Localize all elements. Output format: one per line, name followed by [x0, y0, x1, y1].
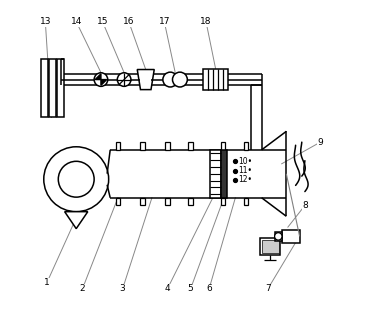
Text: 13: 13 [40, 17, 51, 26]
Text: 17: 17 [158, 17, 170, 26]
Text: 6: 6 [206, 284, 212, 294]
Bar [165, 198, 170, 205]
Bar [260, 238, 280, 255]
Polygon shape [101, 79, 107, 85]
Polygon shape [95, 74, 101, 79]
Text: 3: 3 [120, 284, 125, 294]
Text: 1: 1 [44, 278, 50, 287]
Bar [244, 198, 248, 205]
Circle shape [274, 233, 282, 240]
Text: 18: 18 [200, 17, 212, 26]
Bar [41, 59, 48, 117]
Bar [203, 69, 228, 90]
Text: 15: 15 [97, 17, 108, 26]
Bar [165, 142, 170, 150]
Bar [282, 230, 300, 243]
Text: 11•: 11• [238, 166, 252, 175]
Text: 16: 16 [123, 17, 135, 26]
Text: 7: 7 [265, 284, 271, 294]
Text: 9: 9 [318, 138, 323, 147]
Bar [50, 59, 56, 117]
Text: 8: 8 [302, 201, 308, 210]
Bar [221, 142, 225, 150]
Bar [244, 142, 248, 150]
Bar [220, 150, 227, 198]
Bar [140, 198, 145, 205]
Text: 4: 4 [164, 284, 170, 294]
Bar [57, 59, 64, 117]
Text: 12•: 12• [238, 175, 252, 184]
Text: 5: 5 [187, 284, 194, 294]
Bar [116, 198, 120, 205]
Bar [221, 198, 225, 205]
Circle shape [44, 147, 108, 212]
Bar [116, 142, 120, 150]
Bar [262, 240, 279, 253]
Text: 2: 2 [80, 284, 85, 294]
Bar [140, 142, 145, 150]
Text: 14: 14 [71, 17, 82, 26]
Circle shape [58, 161, 94, 197]
Circle shape [94, 73, 108, 86]
Circle shape [172, 72, 187, 87]
Circle shape [117, 73, 131, 86]
Bar [210, 150, 220, 198]
Bar [188, 142, 193, 150]
Text: 10•: 10• [238, 157, 252, 166]
Circle shape [163, 72, 178, 87]
Polygon shape [137, 70, 154, 90]
Bar [275, 232, 282, 241]
Polygon shape [65, 212, 88, 229]
Bar [188, 198, 193, 205]
